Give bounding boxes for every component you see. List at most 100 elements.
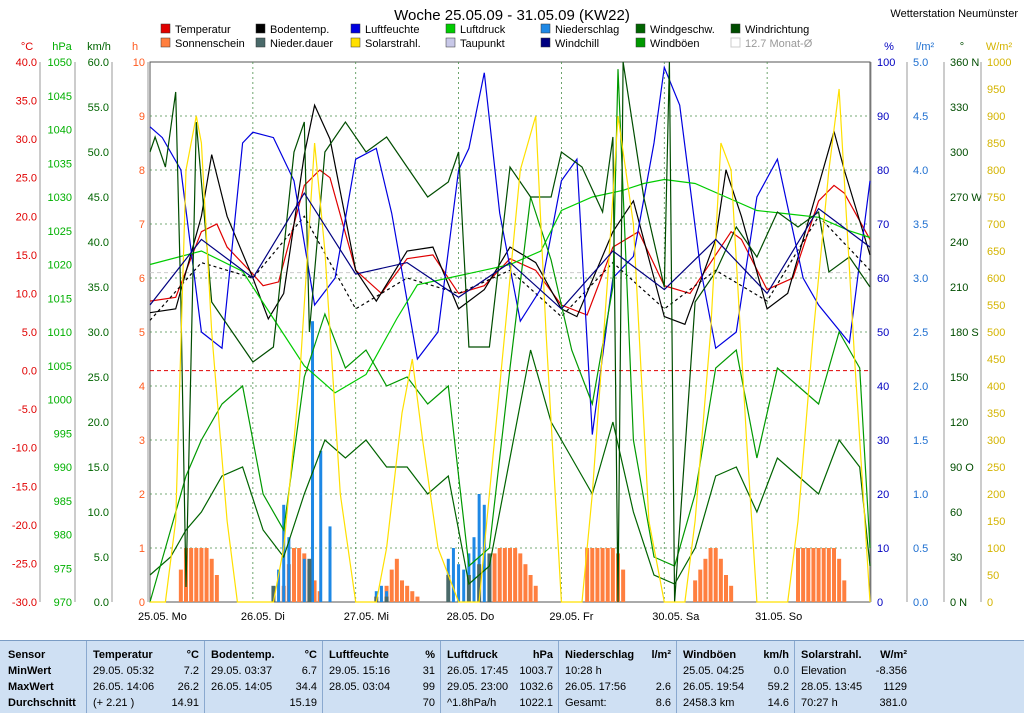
- bar-niederschlag: [287, 537, 291, 602]
- stats-column-title: Temperatur: [93, 649, 153, 661]
- stats-column-unit: °C: [304, 649, 317, 661]
- stats-cell-label: (+ 2.21 ): [93, 697, 135, 709]
- axis-tick-label: 50: [877, 327, 889, 339]
- axis-tick-label: 0.0: [94, 597, 109, 609]
- stats-cell-value: -8.356: [875, 665, 907, 677]
- axis-tick-label: 0.0: [22, 366, 37, 378]
- axis-tick-label: 270 W: [950, 192, 982, 204]
- bar-sonnenschein: [796, 548, 800, 602]
- stats-cell-value: 14.6: [767, 697, 789, 709]
- axis-tick-label: 30.0: [88, 327, 109, 339]
- stats-column-title: Solarstrahl.: [801, 649, 862, 661]
- axis-tick-label: 0: [877, 597, 883, 609]
- stats-cell-value: 7.2: [183, 665, 199, 677]
- legend-swatch: [445, 37, 456, 48]
- axis-tick-label: 250: [987, 462, 1005, 474]
- axis-tick-label: 10.0: [88, 507, 109, 519]
- stats-cell-label: ^1.8hPa/h: [447, 697, 497, 709]
- stats-sensor-column: Sensor MinWert MaxWert Durchschnitt: [0, 641, 86, 713]
- axis-tick-label: 600: [987, 273, 1005, 285]
- stats-cell-value: 70: [422, 697, 435, 709]
- legend-label: Windrichtung: [745, 24, 809, 36]
- bar-sonnenschein: [600, 548, 605, 602]
- line-series: [149, 61, 871, 603]
- bar-niederschlag: [328, 526, 332, 602]
- bar-sonnenschein: [523, 564, 528, 602]
- legend-label: Windböen: [650, 38, 700, 50]
- bar-sonnenschein: [811, 548, 816, 602]
- axis-tick-label: 360 N: [950, 57, 979, 69]
- axis-tick-label: 700: [987, 219, 1005, 231]
- axis-tick-label: 20.0: [16, 211, 37, 223]
- x-tick-label: 31.05. So: [755, 611, 802, 623]
- axis-tick-label: 4: [139, 381, 145, 393]
- axis-tick-label: 1000: [48, 395, 72, 407]
- stats-cell-value: 34.4: [295, 681, 317, 693]
- stats-cell-label: 28.05. 03:04: [329, 681, 391, 693]
- bar-niederdauer: [477, 564, 482, 602]
- axis-tick-label: 55.0: [88, 102, 109, 114]
- bar-sonnenschein: [389, 569, 394, 602]
- axis-tick-label: 330: [950, 102, 968, 114]
- bar-niederschlag: [457, 564, 461, 602]
- bar-sonnenschein: [585, 548, 590, 602]
- axis-tick-label: 30: [950, 552, 962, 564]
- stats-cell-value: 8.6: [655, 697, 671, 709]
- x-tick-label: 30.05. Sa: [652, 611, 700, 623]
- axis-tick-label: 1045: [48, 91, 72, 103]
- legend-label: 12.7 Monat-Ø: [745, 38, 813, 50]
- axes: 40.035.030.025.020.015.010.05.00.0-5.0-1…: [12, 41, 1013, 609]
- stats-column: Temperatur °C 29.05. 05:32 7.2 26.05. 14:06 2…: [86, 641, 205, 713]
- axis-tick-label: 45.0: [88, 192, 109, 204]
- bar-sonnenschein: [410, 591, 415, 602]
- axis-tick-label: 500: [987, 327, 1005, 339]
- axis-tick-label: 10: [877, 543, 889, 555]
- axis-tick-label: 4.5: [913, 111, 928, 123]
- bar-sonnenschein: [821, 548, 826, 602]
- bar-sonnenschein: [513, 548, 518, 602]
- axis-tick-label: -15.0: [12, 481, 37, 493]
- weather-chart: Woche 25.05.09 - 31.05.09 (KW22) Wetters…: [12, 7, 1018, 623]
- axis-tick-label: 20: [877, 489, 889, 501]
- axis-tick-label: 10: [133, 57, 145, 69]
- axis-tick-label: 650: [987, 246, 1005, 258]
- axis-tick-label: 1050: [48, 57, 72, 69]
- stats-panel: Sensor MinWert MaxWert Durchschnitt Temp…: [0, 640, 1024, 713]
- series-line-windben: [149, 69, 871, 603]
- legend-swatch: [350, 23, 361, 34]
- axis-tick-label: 0.0: [913, 597, 928, 609]
- axis-tick-label: 975: [54, 563, 72, 575]
- axis-tick-label: 1030: [48, 192, 72, 204]
- bar-niederdauer: [384, 596, 389, 602]
- bar-sonnenschein: [724, 575, 728, 602]
- x-tick-label: 27.05. Mi: [344, 611, 389, 623]
- x-tick-label: 26.05. Di: [241, 611, 285, 623]
- stats-column: Luftdruck hPa 26.05. 17:45 1003.7 29.05. 23:…: [440, 641, 559, 713]
- stats-column-title: Luftdruck: [447, 649, 498, 661]
- axis-tick-label: 985: [54, 496, 72, 508]
- axis-tick-label: 750: [987, 192, 1005, 204]
- stats-column-unit: l/m²: [651, 649, 671, 661]
- legend-swatch: [730, 23, 741, 34]
- bar-sonnenschein: [199, 548, 204, 602]
- axis-tick-label: 980: [54, 530, 72, 542]
- axis-unit: °C: [21, 41, 33, 53]
- stats-cell-label: 70:27 h: [801, 697, 838, 709]
- axis-tick-label: 1005: [48, 361, 72, 373]
- axis-tick-label: 25.0: [16, 173, 37, 185]
- stats-cell-label: 26.05. 19:54: [683, 681, 745, 693]
- axis-tick-label: 90: [877, 111, 889, 123]
- axis-tick-label: -20.0: [12, 520, 37, 532]
- legend-swatch: [255, 37, 266, 48]
- legend-label: Temperatur: [175, 24, 231, 36]
- bar-niederschlag: [462, 569, 466, 602]
- axis-tick-label: 50.0: [88, 147, 109, 159]
- axis-tick-label: 3: [139, 435, 145, 447]
- stats-cell-value: 26.2: [177, 681, 199, 693]
- legend-swatch: [160, 37, 171, 48]
- legend-swatch: [540, 23, 551, 34]
- stats-cell-label: 29.05. 23:00: [447, 681, 509, 693]
- axis-tick-label: 40.0: [88, 237, 109, 249]
- axis-tick-label: 2.0: [913, 381, 928, 393]
- axis-tick-label: 30: [877, 435, 889, 447]
